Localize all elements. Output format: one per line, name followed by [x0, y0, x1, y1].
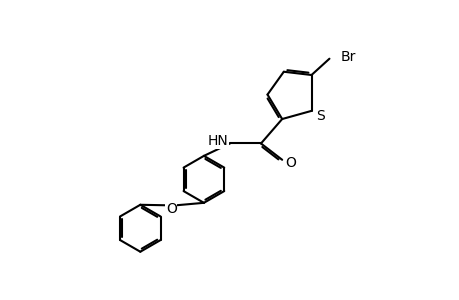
- Text: Br: Br: [340, 50, 355, 64]
- Text: S: S: [316, 109, 325, 123]
- Text: O: O: [285, 156, 296, 170]
- Text: HN: HN: [207, 134, 228, 148]
- Text: O: O: [166, 202, 176, 216]
